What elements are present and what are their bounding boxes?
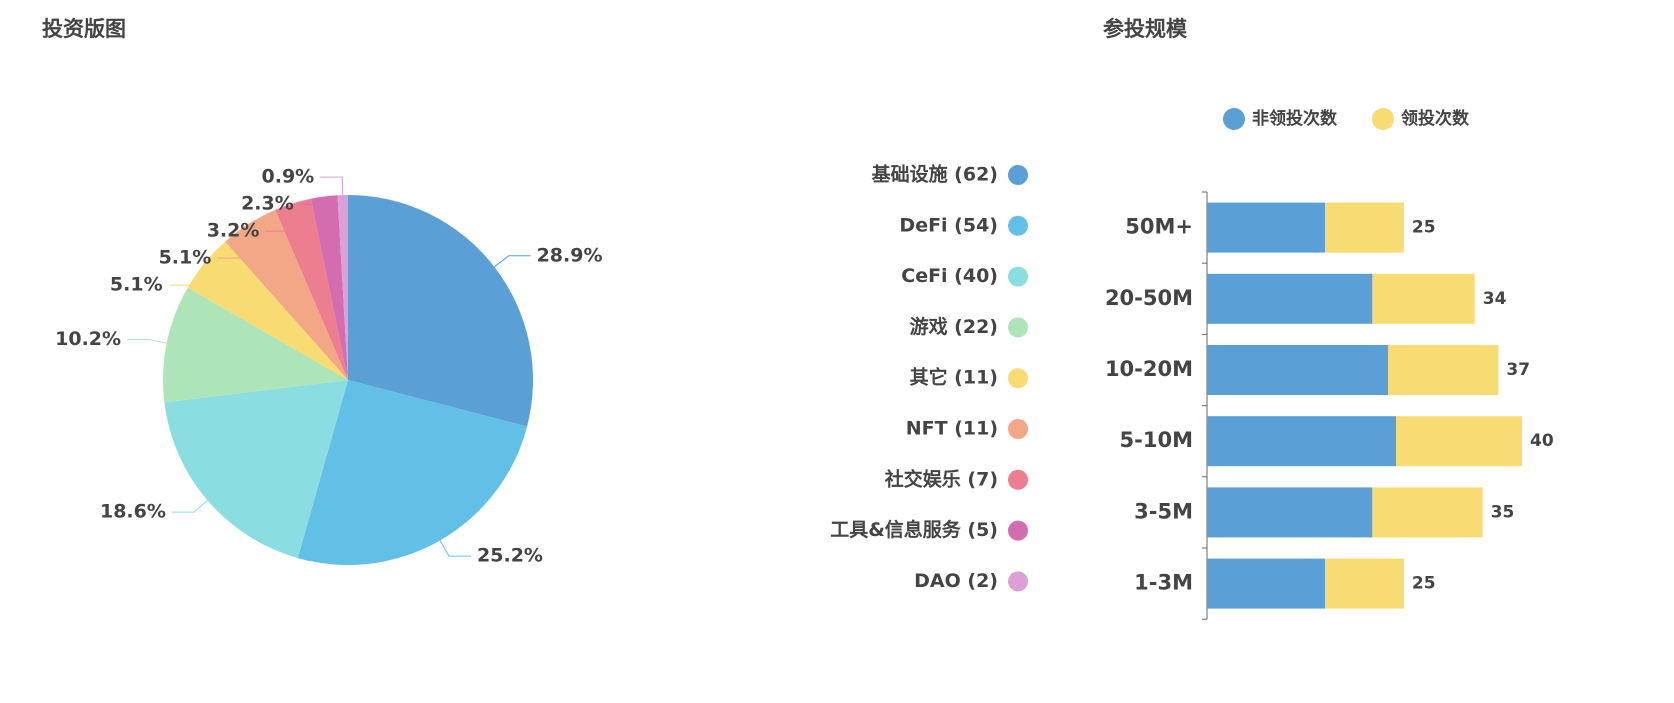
bar-segment bbox=[1325, 202, 1404, 253]
bar-segment bbox=[1207, 558, 1326, 609]
legend-marker bbox=[1008, 520, 1028, 541]
pie-slice bbox=[163, 287, 348, 403]
data-label: 0.9% bbox=[262, 166, 315, 188]
pie-slice bbox=[164, 380, 348, 559]
data-label: 25.2% bbox=[477, 545, 543, 567]
total-label: 40 bbox=[1530, 431, 1554, 451]
legend-label: NFT (11) bbox=[906, 418, 998, 440]
data-label: 28.9% bbox=[537, 244, 603, 266]
pie-slice bbox=[337, 195, 348, 380]
legend-label: 工具&信息服务 (5) bbox=[830, 518, 998, 541]
legend-marker bbox=[1008, 317, 1028, 338]
pie-slice bbox=[275, 198, 348, 380]
leader-line bbox=[127, 339, 167, 344]
data-label: 3.2% bbox=[207, 220, 260, 242]
bar-segment bbox=[1207, 345, 1389, 395]
category-label: 20-50M bbox=[1105, 286, 1193, 310]
pie-slice bbox=[348, 195, 533, 427]
pie-slice bbox=[225, 209, 348, 380]
legend-label: 领投次数 bbox=[1401, 108, 1470, 129]
legend-label: 非领投次数 bbox=[1252, 108, 1338, 129]
total-label: 37 bbox=[1506, 360, 1530, 380]
data-label: 2.3% bbox=[241, 193, 294, 215]
legend-label: 游戏 (22) bbox=[910, 315, 998, 338]
total-label: 25 bbox=[1412, 218, 1436, 238]
leader-line bbox=[168, 262, 205, 286]
pie-slice bbox=[187, 241, 348, 380]
legend-label: DeFi (54) bbox=[899, 214, 998, 236]
legend-marker bbox=[1008, 368, 1028, 389]
legend-marker bbox=[1008, 419, 1028, 439]
leader-line bbox=[320, 176, 344, 196]
bar-segment bbox=[1388, 345, 1499, 395]
bar-segment bbox=[1207, 202, 1326, 253]
data-label: 5.1% bbox=[110, 274, 163, 296]
total-label: 35 bbox=[1491, 502, 1515, 522]
legend-label: 其它 (11) bbox=[910, 366, 998, 389]
legend-label: DAO (2) bbox=[914, 570, 998, 592]
leader-line bbox=[265, 203, 294, 232]
bar-segment bbox=[1372, 273, 1475, 324]
legend-marker bbox=[1372, 108, 1394, 130]
legend-marker bbox=[1008, 469, 1028, 490]
category-label: 1-3M bbox=[1134, 571, 1193, 595]
bar-segment bbox=[1396, 416, 1522, 467]
category-label: 10-20M bbox=[1105, 357, 1193, 381]
leader-line bbox=[494, 255, 531, 268]
legend-marker bbox=[1008, 571, 1028, 592]
legend-marker bbox=[1008, 165, 1028, 185]
legend-label: 社交娱乐 (7) bbox=[884, 467, 998, 490]
leader-line bbox=[299, 196, 325, 205]
leader-line bbox=[171, 500, 208, 513]
bar-segment bbox=[1207, 273, 1373, 324]
legend-marker bbox=[1223, 108, 1245, 130]
category-label: 3-5M bbox=[1134, 499, 1193, 523]
category-label: 50M+ bbox=[1125, 215, 1193, 239]
bar-segment bbox=[1372, 487, 1483, 538]
legend-marker bbox=[1008, 215, 1028, 236]
bar-segment bbox=[1325, 558, 1404, 609]
data-label: 5.1% bbox=[159, 247, 212, 269]
leader-line bbox=[217, 223, 250, 259]
pie-slice bbox=[297, 380, 528, 565]
legend-label: 基础设施 (62) bbox=[871, 163, 998, 186]
pie-title: 投资版图 bbox=[42, 17, 126, 41]
bar-title: 参投规模 bbox=[1103, 17, 1188, 41]
leader-line bbox=[439, 540, 472, 557]
data-label: 10.2% bbox=[55, 328, 121, 350]
total-label: 25 bbox=[1412, 574, 1436, 594]
bar-segment bbox=[1207, 487, 1373, 538]
data-label: 18.6% bbox=[100, 501, 166, 523]
legend-label: CeFi (40) bbox=[901, 265, 998, 287]
legend-marker bbox=[1008, 266, 1028, 287]
category-label: 5-10M bbox=[1120, 428, 1193, 452]
pie-slice bbox=[310, 195, 348, 380]
total-label: 34 bbox=[1483, 289, 1507, 309]
bar-segment bbox=[1207, 416, 1396, 467]
